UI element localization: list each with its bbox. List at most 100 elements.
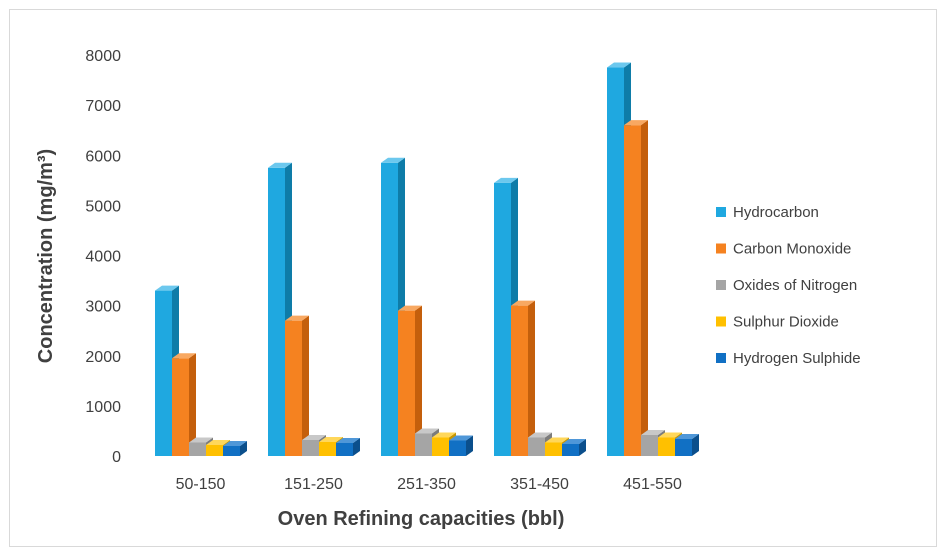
bar-front xyxy=(415,433,432,456)
x-axis-ticks: 50-150 151-250 251-350 351-450 451-550 xyxy=(176,476,682,493)
bar-front xyxy=(206,444,223,456)
y-tick-label: 6000 xyxy=(85,148,121,165)
legend: Hydrocarbon Carbon Monoxide Oxides of Nitr… xyxy=(716,204,861,367)
bar-top xyxy=(675,433,699,439)
bar-carbon-monoxide xyxy=(172,353,196,456)
bar-top xyxy=(545,437,569,443)
bar-side xyxy=(528,300,535,456)
y-tick-label: 5000 xyxy=(85,198,121,215)
bar-front xyxy=(268,167,285,456)
bar-carbon-monoxide xyxy=(398,305,422,456)
legend-swatch xyxy=(716,207,726,217)
bar-side xyxy=(302,315,309,456)
bar-front xyxy=(381,162,398,457)
bar-top xyxy=(319,436,343,442)
bar-top xyxy=(336,437,360,443)
legend-swatch xyxy=(716,243,726,254)
bar-front xyxy=(607,67,624,456)
bar-top xyxy=(607,62,631,68)
bar-top xyxy=(494,177,518,183)
bar-front xyxy=(528,437,545,456)
bar-side xyxy=(415,305,422,456)
y-axis-ticks: 0 1000 2000 3000 4000 5000 6000 7000 8000 xyxy=(85,48,121,466)
bar-front xyxy=(658,437,675,456)
y-tick-label: 3000 xyxy=(85,299,121,316)
legend-item: Hydrocarbon xyxy=(716,204,819,221)
bar-hydrogen-sulphide xyxy=(223,440,247,456)
bar-side xyxy=(579,438,586,456)
bar-hydrogen-sulphide xyxy=(449,435,473,456)
bar-top xyxy=(223,440,247,446)
bar-front xyxy=(223,445,240,456)
bar-front xyxy=(302,439,319,456)
x-tick-label: 50-150 xyxy=(176,476,226,493)
y-tick-label: 8000 xyxy=(85,48,121,65)
y-tick-label: 7000 xyxy=(85,98,121,115)
bar-top xyxy=(432,432,456,438)
legend-item: Sulphur Dioxide xyxy=(716,314,839,331)
bar-carbon-monoxide xyxy=(285,315,309,456)
bar-top xyxy=(206,439,230,445)
bar-hydrogen-sulphide xyxy=(675,433,699,456)
bar-top xyxy=(641,429,665,435)
bar-front xyxy=(189,442,206,456)
x-tick-label: 151-250 xyxy=(284,476,343,493)
bar-top xyxy=(624,120,648,126)
legend-swatch xyxy=(716,353,726,363)
bar-front xyxy=(285,320,302,456)
bar-hydrogen-sulphide xyxy=(336,437,360,456)
y-axis-title: Concentration (mg/m³) xyxy=(35,149,57,363)
bar-top xyxy=(189,437,213,443)
bar-top xyxy=(528,432,552,438)
bar-front xyxy=(319,441,336,456)
bars xyxy=(155,62,699,457)
legend-label: Oxides of Nitrogen xyxy=(733,277,857,294)
bar-front xyxy=(449,440,466,456)
bar-top xyxy=(172,353,196,359)
bar-front xyxy=(545,442,562,456)
bar-carbon-monoxide xyxy=(511,300,535,456)
bar-top xyxy=(449,435,473,441)
bar-front xyxy=(675,438,692,456)
bar-side xyxy=(692,433,699,456)
legend-swatch xyxy=(716,316,726,327)
y-tick-label: 0 xyxy=(112,449,121,466)
bar-front xyxy=(624,125,641,457)
bar-top xyxy=(658,432,682,438)
legend-item: Oxides of Nitrogen xyxy=(716,277,857,294)
bar-top xyxy=(562,438,586,444)
legend-label: Carbon Monoxide xyxy=(733,241,851,258)
legend-label: Sulphur Dioxide xyxy=(733,314,839,331)
x-tick-label: 451-550 xyxy=(623,476,682,493)
bar-front xyxy=(398,310,415,456)
x-tick-label: 251-350 xyxy=(397,476,456,493)
bar-front xyxy=(511,305,528,456)
bar-top xyxy=(398,305,422,311)
legend-swatch xyxy=(716,280,726,290)
y-tick-label: 2000 xyxy=(85,349,121,366)
bar-top xyxy=(302,434,326,440)
bar-top xyxy=(155,285,179,291)
legend-label: Hydrogen Sulphide xyxy=(733,350,861,367)
bar-side xyxy=(353,437,360,456)
bar-front xyxy=(172,358,189,456)
y-tick-label: 1000 xyxy=(85,399,121,416)
bar-side xyxy=(641,120,648,457)
y-tick-label: 4000 xyxy=(85,249,121,266)
bar-hydrogen-sulphide xyxy=(562,438,586,456)
bar-top xyxy=(381,157,405,163)
chart-frame xyxy=(9,9,937,547)
bar-front xyxy=(432,437,449,456)
bar-side xyxy=(240,440,247,456)
legend-item: Hydrogen Sulphide xyxy=(716,350,861,367)
legend-label: Hydrocarbon xyxy=(733,204,819,221)
x-tick-label: 351-450 xyxy=(510,476,569,493)
bar-top xyxy=(268,162,292,168)
bar-front xyxy=(155,290,172,456)
bar-top xyxy=(415,428,439,434)
bar-side xyxy=(189,353,196,456)
bar-carbon-monoxide xyxy=(624,120,648,457)
bar-top xyxy=(285,315,309,321)
legend-item: Carbon Monoxide xyxy=(716,241,851,258)
